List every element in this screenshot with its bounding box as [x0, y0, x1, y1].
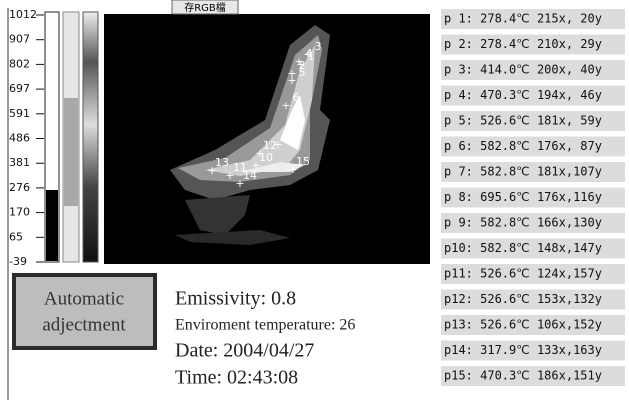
point-text: p14: 317.9℃ 133x,163y [444, 343, 602, 357]
point-text: p 7: 582.8℃ 181x,107y [444, 165, 602, 179]
marker-cross: + [207, 164, 216, 177]
scale-label: 907 [9, 33, 30, 46]
point-text: p 9: 582.8℃ 166x,130y [444, 216, 602, 230]
scale-label: -39 [9, 255, 27, 268]
palette-bar [83, 12, 98, 262]
point-text: p 5: 526.6℃ 181x, 59y [444, 114, 602, 128]
point-text: p13: 526.6℃ 106x,152y [444, 318, 602, 332]
point-text: p 3: 414.0℃ 200x, 40y [444, 63, 602, 77]
marker-label: 14 [243, 169, 257, 182]
screen: 101290780269759148638127617065-39 1+2+3+… [0, 0, 629, 404]
emissivity: Emissivity: 0.8 [175, 288, 296, 310]
auto-button-label: Automatic [44, 288, 124, 309]
time: Time: 02:43:08 [175, 367, 298, 389]
scale-bar-fill [46, 190, 58, 261]
marker-label: 12 [263, 139, 277, 152]
auto-button-label: adjectment [42, 314, 126, 335]
scale-label: 1012 [9, 8, 37, 21]
date: Date: 2004/04/27 [175, 340, 314, 362]
save-button-label: 存RGB檔 [184, 1, 226, 14]
marker-label: 3 [315, 40, 322, 53]
point-text: p 2: 278.4℃ 210x, 29y [444, 37, 602, 51]
scale: 1012 907 802 697 591 486 381 276 170 65 -39 [9, 8, 44, 268]
scale-label: 65 [9, 230, 23, 243]
scale-label: 170 [9, 206, 30, 219]
marker-cross: + [288, 163, 297, 176]
marker-cross: + [281, 99, 290, 112]
page: 101290780269759148638127617065-39 1+2+3+… [0, 0, 629, 404]
image-edge [430, 14, 432, 264]
point-text: p15: 470.3℃ 186x,151y [444, 369, 602, 383]
scale-label: 486 [9, 132, 30, 145]
range-bar-fill [64, 98, 78, 206]
marker-label: 13 [215, 156, 229, 169]
marker-cross: + [225, 169, 234, 182]
point-text: p 1: 278.4℃ 215x, 20y [444, 12, 602, 26]
scale-label: 381 [9, 156, 30, 169]
point-text: p12: 526.6℃ 153x,132y [444, 292, 602, 306]
marker-label: 15 [296, 155, 310, 168]
marker-label: 5 [299, 66, 306, 79]
point-text: p11: 526.6℃ 124x,157y [444, 267, 602, 281]
marker-label: 6 [293, 91, 300, 104]
marker-label: 4 [306, 47, 313, 60]
point-text: p 4: 470.3℃ 194x, 46y [444, 88, 602, 102]
scale-label: 591 [9, 107, 30, 120]
scale-label: 697 [9, 82, 30, 95]
points-list: p 1: 278.4℃ 215x, 20y p 2: 278.4℃ 210x, 2… [441, 9, 625, 386]
environment-temperature: Enviroment temperature: 26 [175, 317, 355, 334]
scale-label: 802 [9, 57, 30, 70]
marker-cross: + [287, 74, 296, 87]
marker-cross: + [235, 177, 244, 190]
auto-button[interactable] [14, 275, 155, 348]
point-text: p 8: 695.6℃ 176x,116y [444, 190, 602, 204]
marker-label: 9 [285, 130, 292, 143]
scale-label: 276 [9, 181, 30, 194]
marker-label: 8 [294, 120, 301, 133]
point-text: p10: 582.8℃ 148x,147y [444, 241, 602, 255]
point-text: p 6: 582.8℃ 176x, 87y [444, 139, 602, 153]
marker-cross: + [255, 147, 264, 160]
